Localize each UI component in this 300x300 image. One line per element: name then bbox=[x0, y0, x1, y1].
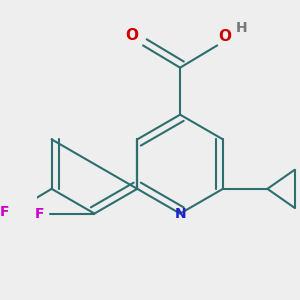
Text: O: O bbox=[125, 28, 138, 43]
Text: N: N bbox=[174, 207, 186, 220]
Text: F: F bbox=[35, 207, 45, 220]
Text: H: H bbox=[236, 21, 247, 35]
Text: F: F bbox=[0, 206, 9, 219]
Text: O: O bbox=[218, 29, 232, 44]
